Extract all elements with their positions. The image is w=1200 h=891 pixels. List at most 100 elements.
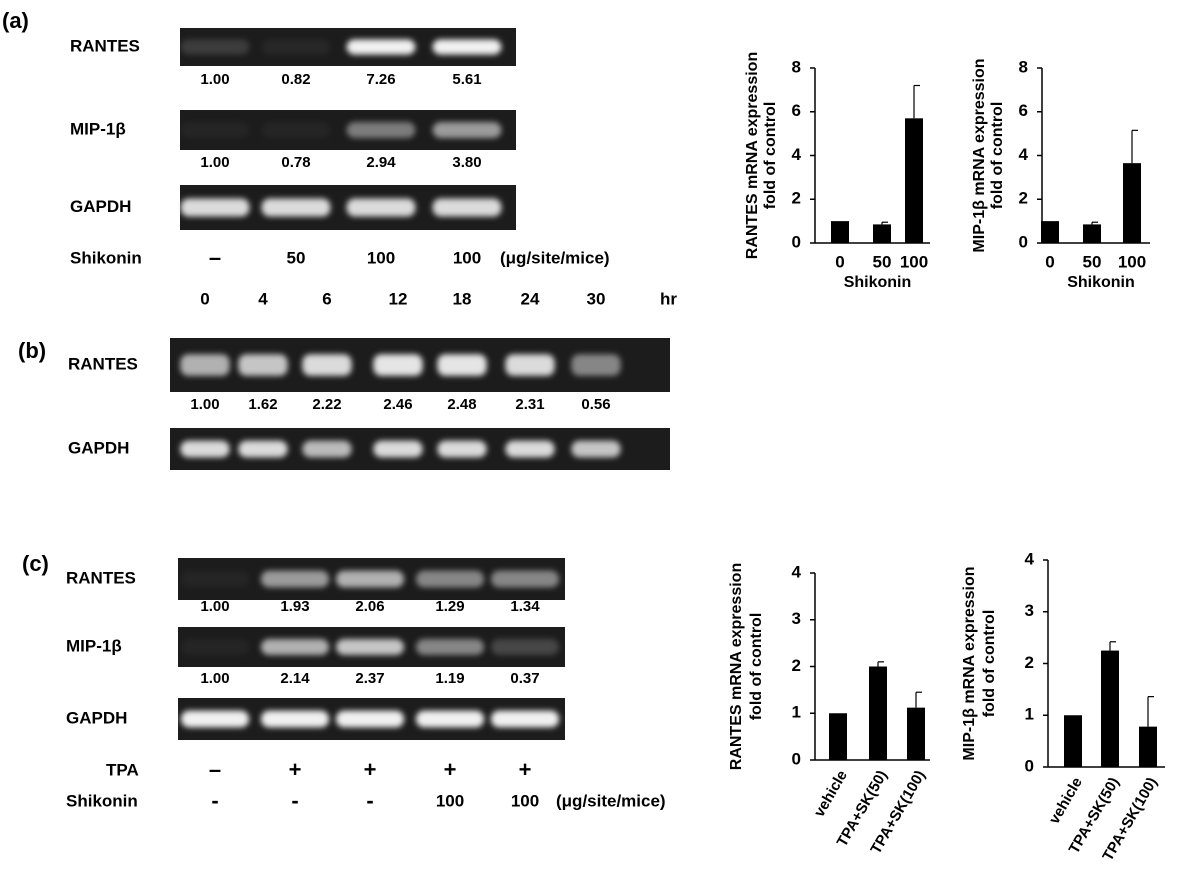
gel-band [302,440,352,458]
gel-band [336,570,404,588]
gel-band [180,354,230,376]
treatment-value: 100 [511,791,539,810]
gel-band [261,710,329,728]
gel-band [432,39,502,55]
x-tick-label: 50 [873,252,892,271]
y-tick-label: 8 [792,57,801,76]
y-tick-label: 4 [792,145,802,164]
y-axis-label: MIP-1β mRNA expression [971,58,988,252]
gel-band [505,440,555,458]
quant-value: 1.00 [200,670,229,687]
gel-band [238,354,288,376]
quant-value: 2.46 [383,396,412,413]
bar [907,707,925,760]
gel-band [432,198,502,217]
panel-label: (a) [2,8,29,33]
quant-value: 1.93 [280,598,309,615]
panel-label: (c) [22,551,49,576]
quant-value: 2.06 [355,598,384,615]
bar [829,713,847,760]
treatment-value: 100 [453,248,481,267]
gel-band [180,39,250,55]
gel-band [416,570,484,588]
gel-band [571,354,621,376]
gel-name: RANTES [66,568,136,587]
bar [1123,163,1141,243]
treatment-value: + [364,757,377,782]
y-tick-label: 0 [792,749,801,768]
treatment-value: + [519,757,532,782]
gel-band [416,710,484,728]
gel-band [261,198,331,217]
lane-label: 18 [453,289,472,308]
quant-value: 1.00 [190,396,219,413]
quant-value: 7.26 [366,71,395,88]
gel-band [336,639,404,655]
gel-band [437,354,487,376]
y-tick-label: 2 [1025,653,1034,672]
bar [1139,726,1157,767]
treatment-value: 100 [436,791,464,810]
treatment-unit: (μg/site/mice) [500,248,610,267]
lane-label: 4 [258,289,268,308]
treatment-value: 50 [287,248,306,267]
y-tick-label: 1 [1025,705,1034,724]
treatment-name: Shikonin [70,248,142,267]
quant-value: 0.82 [281,71,310,88]
x-tick-label: 0 [835,252,844,271]
lane-unit: hr [660,289,677,308]
bar [1064,715,1082,767]
quant-value: 1.19 [435,670,464,687]
quant-value: 3.80 [452,154,481,171]
gel-band [346,198,416,217]
bar [831,221,849,243]
quant-value: 2.22 [312,396,341,413]
quant-value: 1.00 [200,154,229,171]
y-axis-label: fold of control [989,102,1006,210]
quant-value: 1.00 [200,71,229,88]
gel-band [180,440,230,458]
x-tick-label: 50 [1083,252,1102,271]
x-axis-label: Shikonin [844,274,912,291]
gel-band [261,39,331,55]
gel-band [346,39,416,55]
treatment-value: - [366,788,373,813]
lane-label: 0 [200,289,209,308]
lane-label: 30 [587,289,606,308]
y-axis-label: fold of control [981,610,998,718]
y-axis-label: MIP-1β mRNA expression [961,566,978,760]
treatment-name: TPA [106,760,139,779]
gel-name: MIP-1β [70,119,126,138]
treatment-value: - [211,788,218,813]
y-tick-label: 0 [792,232,801,251]
y-tick-label: 6 [792,101,801,120]
quant-value: 1.00 [200,598,229,615]
treatment-name: Shikonin [66,791,138,810]
x-tick-label: 100 [900,252,928,271]
lane-label: 12 [389,289,408,308]
gel-band [373,354,423,376]
y-axis-label: fold of control [762,102,779,210]
gel-band [491,710,559,728]
bar [1083,224,1101,243]
y-tick-label: 4 [1025,549,1035,568]
treatment-value: – [209,757,221,782]
gel-band [302,354,352,376]
gel-band [261,122,331,138]
y-axis-label: RANTES mRNA expression [744,52,761,259]
y-tick-label: 2 [792,656,801,675]
treatment-value: 100 [367,248,395,267]
x-axis-label: Shikonin [1067,274,1135,291]
y-tick-label: 3 [792,609,801,628]
quant-value: 1.62 [248,396,277,413]
x-tick-label: 100 [1118,252,1146,271]
gel-band [432,122,502,138]
y-tick-label: 4 [792,562,802,581]
quant-value: 1.34 [510,598,540,615]
gel-band [180,198,250,217]
gel-band [180,122,250,138]
y-tick-label: 1 [792,703,801,722]
quant-value: 2.48 [447,396,476,413]
quant-value: 2.14 [280,670,310,687]
y-tick-label: 0 [1025,756,1034,775]
